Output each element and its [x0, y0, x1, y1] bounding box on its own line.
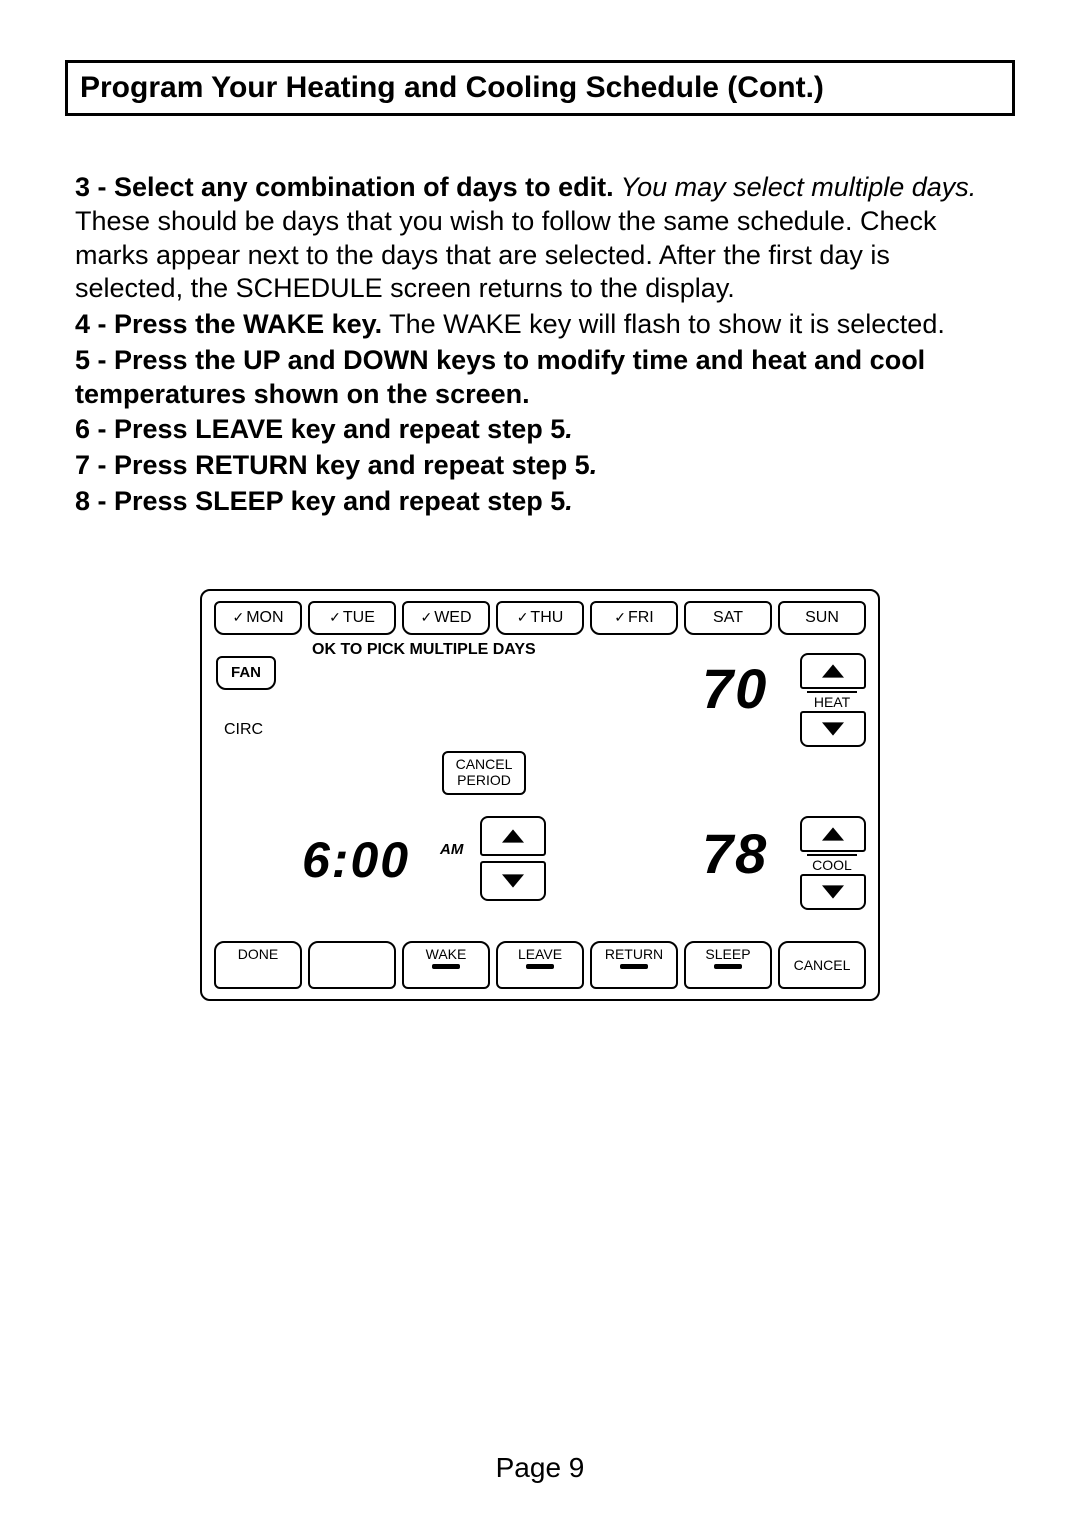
days-row: ✓MON✓TUE✓WED✓THU✓FRISATSUN — [214, 601, 866, 635]
day-label: FRI — [628, 609, 654, 627]
button-label: CANCEL — [794, 957, 851, 973]
thermostat-diagram: ✓MON✓TUE✓WED✓THU✓FRISATSUN OK TO PICK MU… — [200, 589, 880, 1001]
dot: . — [565, 414, 573, 444]
day-label: WED — [434, 609, 471, 627]
bottom-row: DONE WAKE LEAVE RETURN SLEEP CANCEL — [214, 941, 866, 989]
heat-down-button[interactable] — [800, 711, 866, 747]
leave-button[interactable]: LEAVE — [496, 941, 584, 989]
day-label: SUN — [805, 609, 839, 627]
check-icon: ✓ — [329, 609, 341, 626]
dot: . — [590, 450, 598, 480]
time-display: 6:00 — [302, 831, 410, 889]
day-button-wed[interactable]: ✓WED — [402, 601, 490, 635]
day-label: SAT — [713, 609, 743, 627]
check-icon: ✓ — [517, 609, 529, 626]
cancel-period-l2: PERIOD — [457, 773, 511, 788]
page-number: Page 9 — [0, 1452, 1080, 1484]
step-4-rest: The WAKE key will flash to show it is se… — [382, 309, 945, 339]
button-label: SLEEP — [705, 946, 750, 962]
time-up-button[interactable] — [480, 816, 546, 856]
button-label: DONE — [238, 946, 278, 962]
button-label: WAKE — [426, 946, 467, 962]
step-8: 8 - Press SLEEP key and repeat step 5. — [75, 485, 1005, 519]
cool-down-button[interactable] — [800, 874, 866, 910]
return-button[interactable]: RETURN — [590, 941, 678, 989]
day-button-sun[interactable]: SUN — [778, 601, 866, 635]
button-label: LEAVE — [518, 946, 562, 962]
day-button-thu[interactable]: ✓THU — [496, 601, 584, 635]
circ-label: CIRC — [224, 721, 263, 739]
check-icon: ✓ — [420, 609, 432, 626]
section-title: Program Your Heating and Cooling Schedul… — [65, 60, 1015, 116]
step-3-rest: These should be days that you wish to fo… — [75, 206, 936, 304]
day-button-tue[interactable]: ✓TUE — [308, 601, 396, 635]
step-5: 5 - Press the UP and DOWN keys to modify… — [75, 344, 1005, 412]
heat-temperature: 70 — [702, 656, 768, 721]
step-4-bold: 4 - Press the WAKE key. — [75, 309, 382, 339]
time-down-button[interactable] — [480, 861, 546, 901]
day-label: TUE — [343, 609, 375, 627]
day-label: THU — [530, 609, 563, 627]
indicator-bar — [432, 964, 460, 969]
step-6: 6 - Press LEAVE key and repeat step 5. — [75, 413, 1005, 447]
step-7: 7 - Press RETURN key and repeat step 5. — [75, 449, 1005, 483]
indicator-bar — [714, 964, 742, 969]
step-3-italic: You may select multiple days. — [614, 172, 977, 202]
indicator-bar — [620, 964, 648, 969]
cancel-period-button[interactable]: CANCEL PERIOD — [442, 751, 526, 795]
multiple-days-message: OK TO PICK MULTIPLE DAYS — [312, 641, 536, 659]
step-3-bold: 3 - Select any combination of days to ed… — [75, 172, 614, 202]
indicator-bar — [526, 964, 554, 969]
check-icon: ✓ — [614, 609, 626, 626]
day-button-fri[interactable]: ✓FRI — [590, 601, 678, 635]
step-8-bold: 8 - Press SLEEP key and repeat step 5 — [75, 486, 565, 516]
done-button[interactable]: DONE — [214, 941, 302, 989]
blank-button — [308, 941, 396, 989]
fan-button[interactable]: FAN — [216, 656, 276, 690]
step-4: 4 - Press the WAKE key. The WAKE key wil… — [75, 308, 1005, 342]
instructions: 3 - Select any combination of days to ed… — [65, 171, 1015, 519]
cool-label: COOL — [807, 854, 857, 873]
step-6-bold: 6 - Press LEAVE key and repeat step 5 — [75, 414, 565, 444]
cancel-button[interactable]: CANCEL — [778, 941, 866, 989]
day-button-mon[interactable]: ✓MON — [214, 601, 302, 635]
ampm-label: AM — [440, 841, 463, 858]
cool-temperature: 78 — [702, 821, 768, 886]
cancel-period-l1: CANCEL — [456, 757, 513, 772]
day-button-sat[interactable]: SAT — [684, 601, 772, 635]
step-7-bold: 7 - Press RETURN key and repeat step 5 — [75, 450, 590, 480]
heat-label: HEAT — [807, 691, 857, 710]
step-3: 3 - Select any combination of days to ed… — [75, 171, 1005, 306]
wake-button[interactable]: WAKE — [402, 941, 490, 989]
cool-up-button[interactable] — [800, 816, 866, 852]
dot: . — [565, 486, 573, 516]
check-icon: ✓ — [232, 609, 244, 626]
day-label: MON — [246, 609, 283, 627]
heat-up-button[interactable] — [800, 653, 866, 689]
button-label: RETURN — [605, 946, 663, 962]
sleep-button[interactable]: SLEEP — [684, 941, 772, 989]
